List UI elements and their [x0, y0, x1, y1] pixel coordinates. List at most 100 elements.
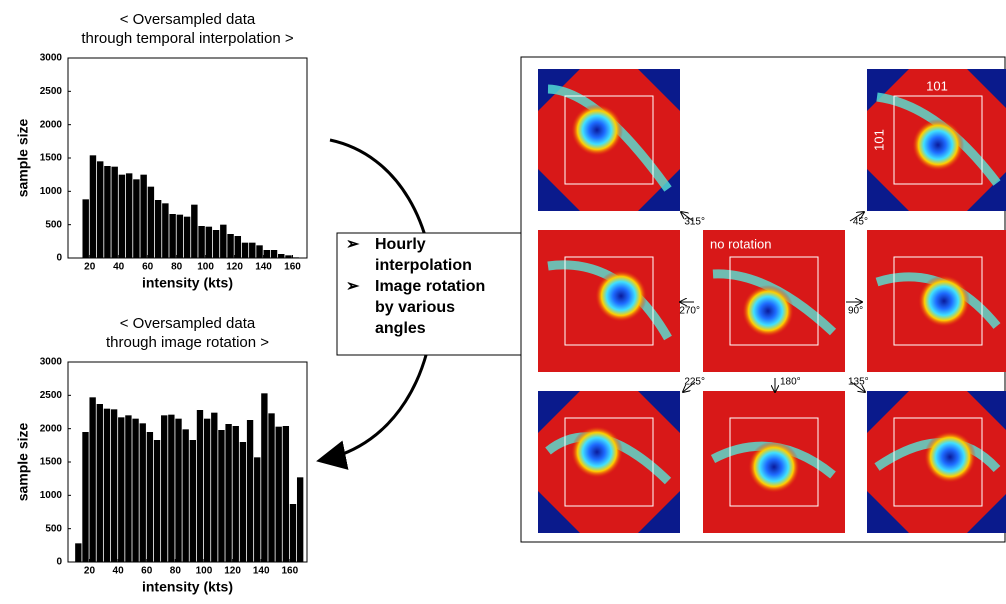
x-axis-label: intensity (kts) — [142, 579, 233, 595]
bar — [125, 173, 133, 258]
bullet-text: Image rotation — [375, 278, 485, 295]
bar — [241, 242, 249, 258]
crop-box — [893, 95, 983, 185]
bar — [183, 216, 191, 258]
bar — [140, 174, 147, 258]
y-tick-label: 1500 — [40, 153, 63, 164]
y-tick-label: 0 — [56, 557, 62, 568]
bar — [198, 226, 205, 258]
storm-eye — [595, 270, 647, 322]
bar — [263, 250, 270, 258]
bar — [82, 432, 89, 562]
crop-box — [564, 95, 654, 185]
bar — [147, 186, 155, 258]
bar — [118, 417, 125, 562]
crop-box — [893, 256, 983, 346]
bar — [153, 440, 161, 562]
bar — [212, 230, 220, 258]
text-box — [336, 232, 524, 356]
x-tick-label: 80 — [171, 262, 183, 273]
storm-eye — [918, 275, 970, 327]
bar — [96, 161, 104, 258]
storm-eye — [571, 104, 623, 156]
crop-box — [564, 417, 654, 507]
bar — [227, 234, 234, 258]
size-label: 101 — [926, 78, 948, 93]
bullet-text: by various — [375, 299, 455, 316]
bullet-text: Hourly — [375, 236, 426, 253]
bar — [146, 432, 154, 562]
chart-title: through temporal interpolation > — [81, 30, 293, 47]
bar — [161, 415, 168, 562]
bar — [118, 174, 126, 258]
bar — [282, 426, 290, 562]
x-axis-label: intensity (kts) — [142, 275, 233, 291]
bullet-text: interpolation — [375, 257, 472, 274]
storm-eye — [912, 119, 964, 171]
bar — [125, 415, 132, 562]
size-label: 101 — [871, 129, 886, 151]
x-tick-label: 80 — [170, 566, 182, 577]
bar — [191, 204, 198, 258]
bar — [220, 224, 227, 258]
x-tick-label: 140 — [253, 566, 270, 577]
bar — [96, 404, 103, 562]
angle-label: 45° — [853, 217, 868, 228]
y-tick-label: 500 — [45, 219, 62, 230]
y-axis-label: sample size — [15, 422, 31, 501]
crop-box — [893, 417, 983, 507]
bar — [175, 418, 182, 562]
bar — [103, 408, 111, 562]
y-tick-label: 2500 — [40, 86, 63, 97]
bar — [261, 393, 268, 562]
angle-arrow — [849, 212, 864, 222]
bar — [211, 412, 218, 562]
bar — [249, 242, 256, 258]
angle-label: 180° — [780, 377, 801, 388]
bar — [104, 166, 111, 258]
x-tick-label: 160 — [281, 566, 298, 577]
bar — [203, 418, 211, 562]
bar — [176, 214, 184, 258]
storm-eye — [742, 285, 794, 337]
x-tick-label: 20 — [84, 566, 96, 577]
crop-box — [564, 256, 654, 346]
x-tick-label: 120 — [224, 566, 241, 577]
bar — [111, 166, 118, 258]
angle-arrow — [683, 381, 696, 392]
crop-box — [729, 256, 819, 346]
angle-label: 270° — [679, 306, 700, 317]
chart-title: < Oversampled data — [120, 315, 256, 332]
angle-label: 90° — [848, 306, 863, 317]
y-tick-label: 3000 — [40, 357, 63, 368]
bar — [189, 440, 197, 562]
bar — [246, 420, 254, 562]
x-tick-label: 160 — [284, 262, 301, 273]
x-tick-label: 40 — [113, 262, 125, 273]
angle-arrow — [681, 212, 694, 222]
x-tick-label: 100 — [197, 262, 214, 273]
bar — [133, 179, 140, 258]
y-axis-label: sample size — [15, 118, 31, 197]
bar — [162, 203, 169, 258]
y-tick-label: 3000 — [40, 53, 63, 64]
storm-eye — [924, 431, 976, 483]
bar — [205, 226, 213, 258]
angle-label: 225° — [684, 377, 705, 388]
bullet-marker: ➢ — [346, 278, 360, 295]
x-tick-label: 20 — [84, 262, 96, 273]
bar — [225, 424, 232, 562]
bar — [285, 255, 292, 258]
bar — [196, 410, 204, 562]
bar — [234, 236, 242, 258]
y-tick-label: 1500 — [40, 457, 63, 468]
angle-arrow — [850, 381, 865, 392]
bar — [75, 543, 82, 562]
chart-title: < Oversampled data — [120, 11, 256, 28]
y-tick-label: 1000 — [40, 186, 63, 197]
bar — [218, 430, 225, 562]
bar — [268, 413, 275, 562]
x-tick-label: 100 — [196, 566, 213, 577]
x-tick-label: 120 — [226, 262, 243, 273]
chart-title: through image rotation > — [106, 334, 269, 351]
